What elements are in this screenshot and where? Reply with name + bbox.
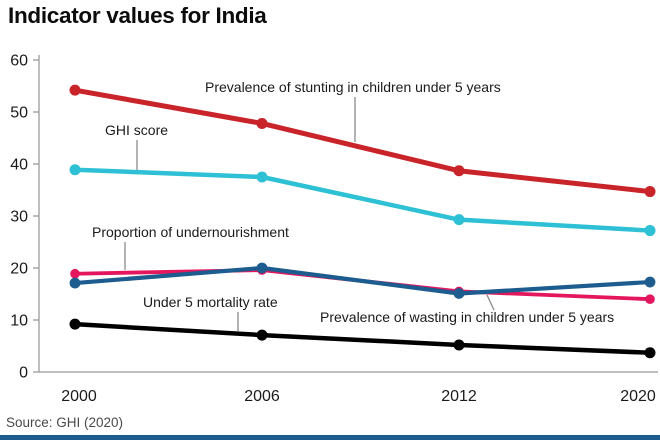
annotation-label: Under 5 mortality rate (143, 294, 278, 310)
annotation-label: Prevalence of stunting in children under… (205, 79, 501, 95)
y-tick-label: 0 (19, 365, 28, 382)
data-point-stunting (256, 117, 268, 129)
annotation-label: GHI score (105, 122, 168, 138)
y-tick-label: 20 (10, 261, 28, 278)
data-point-wasting (69, 277, 81, 289)
y-tick-label: 10 (10, 313, 28, 330)
data-point-under5-mortality (256, 329, 268, 341)
data-point-under5-mortality (644, 347, 656, 359)
x-tick-label: 2012 (441, 388, 477, 405)
series-line-ghi-score (72, 167, 653, 233)
data-point-ghi-score (453, 214, 465, 226)
data-point-wasting (453, 288, 465, 299)
x-tick-label: 2020 (620, 388, 656, 405)
annotation-connector (486, 294, 495, 311)
data-point-undernourishment (645, 294, 655, 305)
series-line-stunting (72, 87, 653, 195)
data-point-ghi-score (644, 225, 656, 237)
series-line-wasting (72, 265, 653, 296)
data-point-under5-mortality (69, 318, 81, 330)
x-tick-label: 2006 (244, 388, 280, 405)
data-point-under5-mortality (453, 339, 465, 351)
page-title: Indicator values for India (8, 3, 267, 28)
annotation-label: Proportion of undernourishment (92, 224, 289, 240)
y-tick-label: 50 (10, 105, 28, 122)
y-tick-label: 40 (10, 157, 28, 174)
series-line-under5-mortality (72, 321, 653, 356)
source-note: Source: GHI (2020) (6, 415, 124, 430)
data-point-undernourishment (70, 268, 80, 279)
y-tick-label: 60 (10, 53, 28, 70)
data-point-stunting (644, 186, 656, 198)
annotation-label: Prevalence of wasting in children under … (320, 309, 614, 325)
x-tick-label: 2000 (61, 388, 97, 405)
data-point-stunting (69, 84, 81, 96)
data-point-ghi-score (69, 164, 81, 176)
data-point-ghi-score (256, 171, 268, 183)
data-point-wasting (644, 276, 656, 288)
data-point-wasting (256, 262, 268, 274)
bottom-accent-bar (0, 435, 660, 440)
data-point-stunting (453, 165, 465, 177)
y-tick-label: 30 (10, 209, 28, 226)
